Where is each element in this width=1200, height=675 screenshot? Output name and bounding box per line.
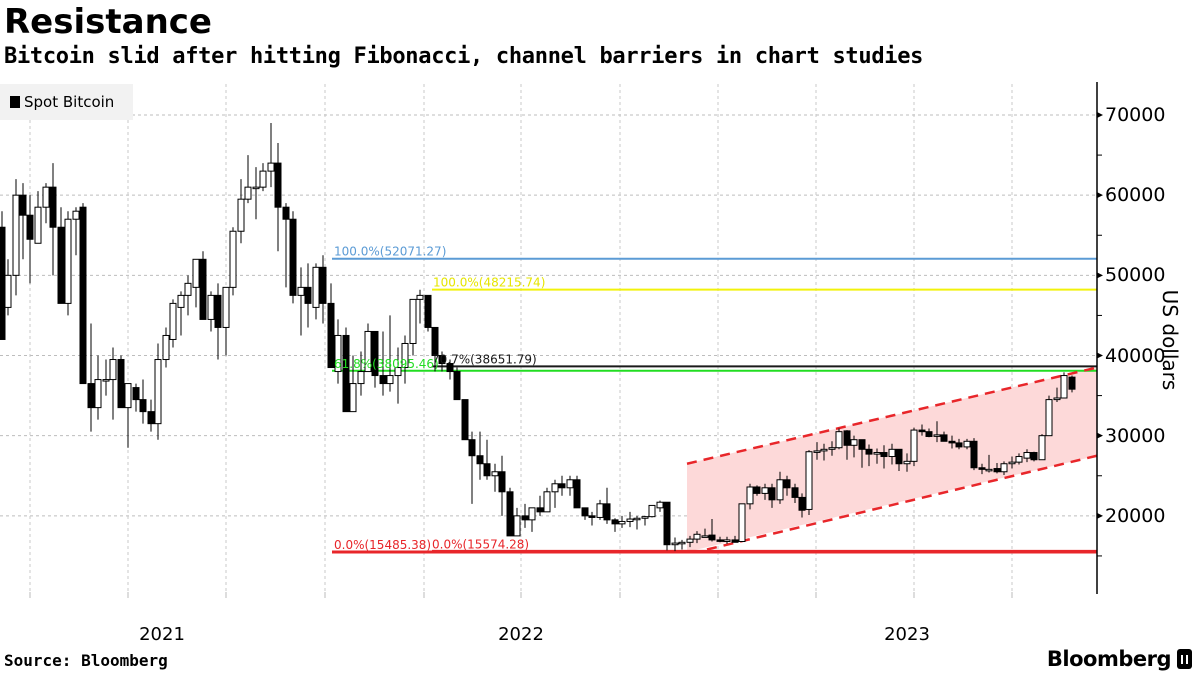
fib-label: 70.7%(38651.79) <box>432 352 537 366</box>
bloomberg-logo-icon <box>1177 649 1192 669</box>
fib-label: 100.0%(52071.27) <box>334 245 446 259</box>
brand-text: Bloomberg <box>1046 647 1172 671</box>
legend: Spot Bitcoin <box>0 84 133 120</box>
x-tick-2021: 2021 <box>139 624 185 645</box>
y-tick-30000: 30000 <box>1105 425 1166 447</box>
bloomberg-brand: Bloomberg <box>1047 647 1192 671</box>
y-tick-20000: 20000 <box>1105 505 1166 527</box>
chart-title: Resistance <box>4 2 212 42</box>
chart-subtitle: Bitcoin slid after hitting Fibonacci, ch… <box>4 44 924 69</box>
y-axis-title: US dollars <box>1158 289 1182 391</box>
y-tick-40000: 40000 <box>1105 345 1166 367</box>
y-tick-60000: 60000 <box>1105 184 1166 206</box>
source-note: Source: Bloomberg <box>4 651 168 670</box>
fib-label: 61.8%(38095.46) <box>334 357 439 371</box>
fib-label: 0.0%(15485.38) <box>334 538 431 552</box>
y-tick-50000: 50000 <box>1105 264 1166 286</box>
fib-label: 100.0%(48215.74) <box>433 276 545 290</box>
x-tick-2023: 2023 <box>884 624 930 645</box>
x-tick-2022: 2022 <box>498 624 544 645</box>
fib-label: 0.0%(15574.28) <box>432 537 529 551</box>
legend-label: Spot Bitcoin <box>24 93 115 111</box>
legend-swatch-icon <box>10 96 20 108</box>
y-tick-70000: 70000 <box>1105 104 1166 126</box>
